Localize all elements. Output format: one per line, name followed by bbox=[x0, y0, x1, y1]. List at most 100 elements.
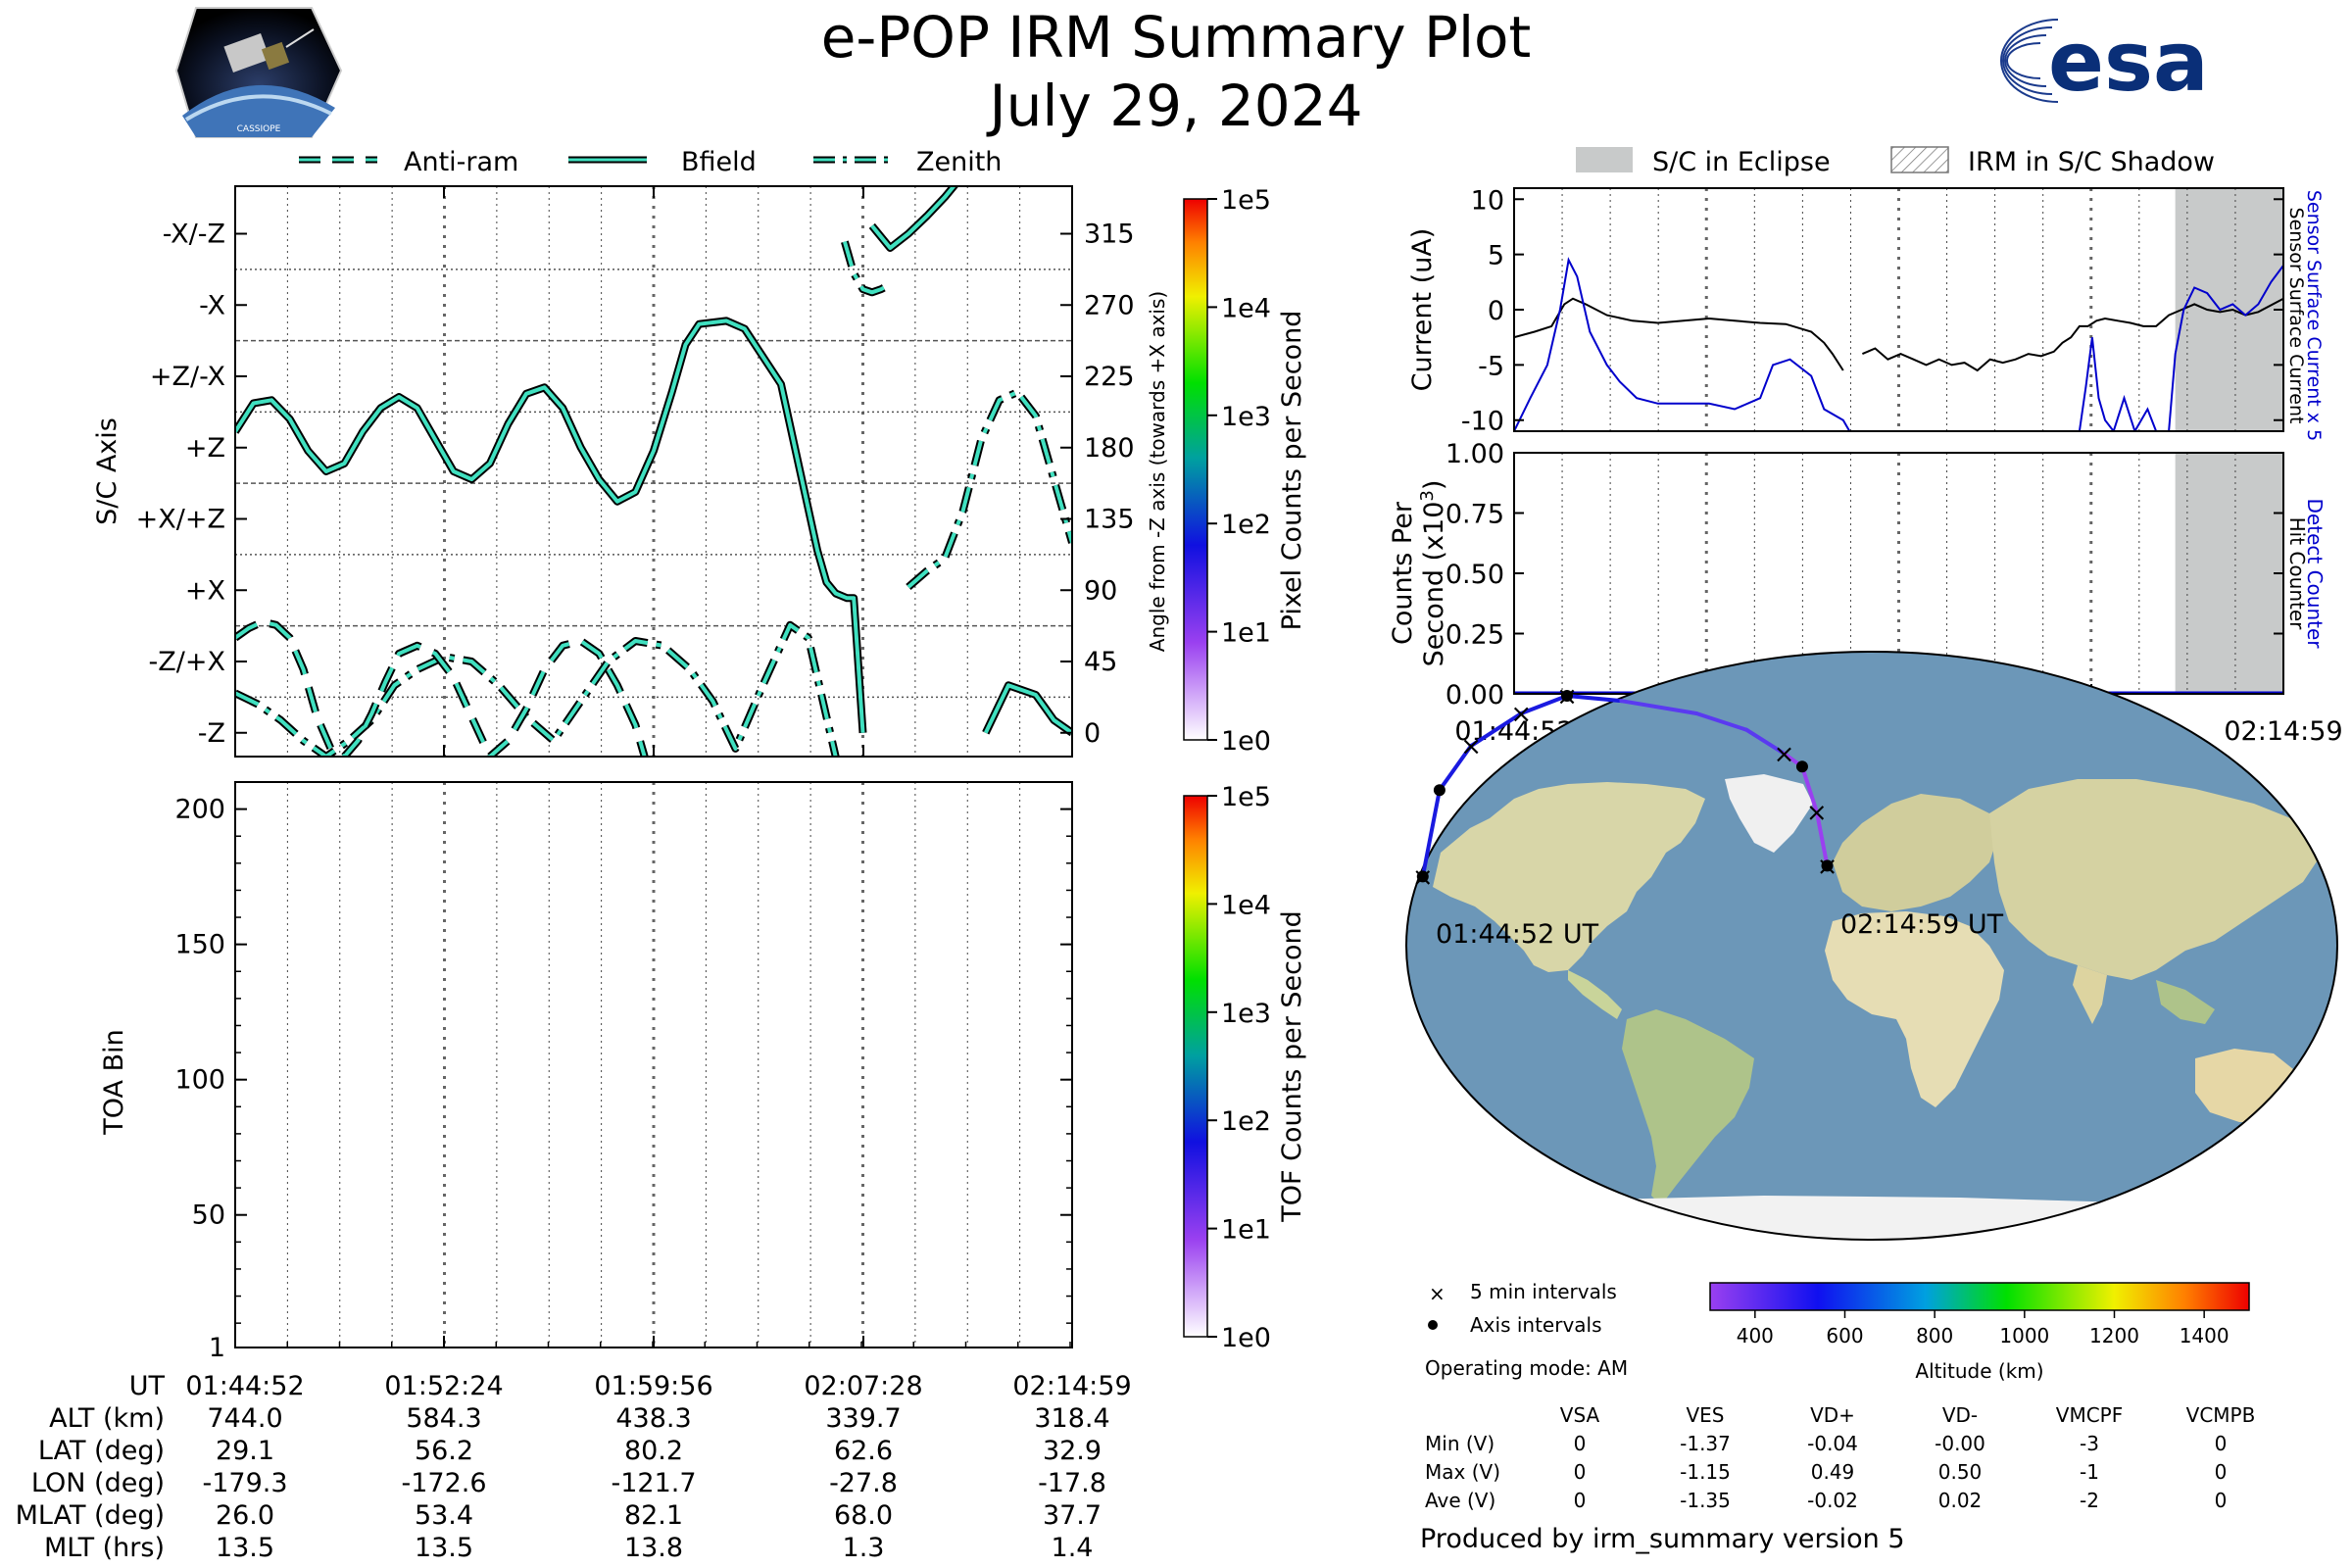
altitude-tick-label: 1200 bbox=[2089, 1324, 2139, 1348]
legend-label-anti-ram: Anti-ram bbox=[404, 147, 518, 177]
current-ylabel: Current (uA) bbox=[1407, 228, 1438, 392]
voltage-header: VCMPB bbox=[2186, 1403, 2256, 1427]
track-segment bbox=[1619, 699, 1699, 716]
voltage-row-label: Ave (V) bbox=[1425, 1489, 1495, 1512]
altitude-tick-label: 800 bbox=[1916, 1324, 1953, 1348]
current-traces bbox=[1514, 257, 2283, 431]
sc-axis-right-tick-label: 225 bbox=[1084, 362, 1135, 392]
five-min-marker: × bbox=[1510, 700, 1532, 729]
altitude-colorbar: 400 600 800 1000 1200 1400 Altitude (km) bbox=[1709, 1282, 2250, 1383]
voltage-cell: -0.00 bbox=[1935, 1432, 1985, 1455]
current-ticks: 10 5 0 -5 -10 bbox=[1461, 185, 2283, 437]
sc-axis-tick-label: -Z bbox=[198, 718, 225, 749]
ephemeris-cell: 01:52:24 bbox=[384, 1371, 503, 1401]
legend-five-min: 5 min intervals bbox=[1470, 1280, 1617, 1303]
ephemeris-cell: 1.3 bbox=[843, 1533, 885, 1563]
trace-anti-ram bbox=[235, 619, 647, 757]
counts-tick-label: 1.00 bbox=[1446, 439, 1504, 469]
voltage-cell: -1.37 bbox=[1680, 1432, 1731, 1455]
esa-logo: esa bbox=[2000, 14, 2209, 110]
toa-tick-label: 50 bbox=[192, 1200, 225, 1231]
toa-tick-label: 200 bbox=[174, 795, 225, 825]
colorbar-tick-label: 1e2 bbox=[1221, 1106, 1271, 1137]
tof-counts-colorbar: 1e0 1e1 1e2 1e3 1e4 1e5 TOF Counts per Second bbox=[1183, 782, 1307, 1353]
toa-gridlines bbox=[286, 782, 1021, 1348]
ephemeris-cell: 438.3 bbox=[615, 1403, 691, 1434]
voltage-cell: 0.50 bbox=[1938, 1460, 1983, 1484]
voltage-cell: 0 bbox=[1574, 1489, 1587, 1512]
colorbar-tick-label: 1e1 bbox=[1221, 1215, 1271, 1246]
ephemeris-cell: 62.6 bbox=[834, 1436, 893, 1466]
five-min-marker: × bbox=[1556, 682, 1578, 711]
legend-label-eclipse: S/C in Eclipse bbox=[1652, 147, 1831, 177]
voltage-cell: -1 bbox=[2080, 1460, 2099, 1484]
current-tick-label: -10 bbox=[1461, 407, 1504, 437]
eclipse-shading-counts bbox=[2175, 453, 2283, 694]
altitude-tick-label: 400 bbox=[1737, 1324, 1774, 1348]
sc-axis-right-tick-label: 90 bbox=[1084, 575, 1117, 606]
counts-right-label-hit: Hit Counter bbox=[2285, 517, 2309, 630]
ground-track-map: × × × × × × × 01:44:52 UT 02:14:59 UT bbox=[1405, 651, 2338, 1241]
figure-date: July 29, 2024 bbox=[986, 73, 1362, 139]
sc-axis-right-tick-label: 45 bbox=[1084, 647, 1117, 677]
colorbar-tick-label: 1e1 bbox=[1221, 618, 1271, 649]
sc-axis-tick-label: +X bbox=[185, 575, 225, 606]
five-min-marker: × bbox=[1817, 852, 1838, 881]
colorbar-tick-label: 1e0 bbox=[1221, 726, 1271, 757]
sc-axis-right-tick-label: 180 bbox=[1084, 433, 1135, 464]
ephemeris-cell: 13.8 bbox=[624, 1533, 683, 1563]
legend-label-bfield: Bfield bbox=[681, 147, 757, 177]
ephemeris-cell: -27.8 bbox=[829, 1468, 898, 1498]
voltage-cell: 0 bbox=[2215, 1460, 2228, 1484]
altitude-tick-label: 1400 bbox=[2180, 1324, 2230, 1348]
axis-interval-marker bbox=[1416, 870, 1429, 883]
track-end-label: 02:14:59 UT bbox=[1840, 909, 2004, 940]
cassiope-logo-text: CASSIOPE bbox=[237, 124, 281, 134]
current-trace bbox=[1514, 297, 2283, 372]
ephemeris-row-label: LAT (deg) bbox=[38, 1436, 165, 1466]
ephemeris-cell: 01:44:52 bbox=[185, 1371, 304, 1401]
counts-tick-label: 0.50 bbox=[1446, 560, 1504, 590]
cassiope-logo: CASSIOPE bbox=[174, 7, 343, 138]
pixel-counts-colorbar: 1e0 1e1 1e2 1e3 1e4 1e5 Pixel Counts per Seco… bbox=[1183, 185, 1307, 757]
current-legend: S/C in Eclipse IRM in S/C Shadow bbox=[1576, 146, 2215, 177]
operating-mode: Operating mode: AM bbox=[1425, 1356, 1628, 1380]
current-gridlines bbox=[1561, 188, 2236, 431]
toa-tick-label: 150 bbox=[174, 930, 225, 960]
axis-interval-marker bbox=[1795, 760, 1808, 773]
voltage-cell: 0 bbox=[1574, 1432, 1587, 1455]
ephemeris-cell: 26.0 bbox=[216, 1500, 274, 1531]
colorbar-tick-label: 1e4 bbox=[1221, 293, 1271, 323]
voltage-table: VSA VES VD+ VD- VMCPF VCMPB Min (V) 0 -1.37 -0.04… bbox=[1425, 1403, 2255, 1512]
track-segment bbox=[1564, 693, 1624, 704]
toa-tick-label: 100 bbox=[174, 1065, 225, 1096]
voltage-cell: 0 bbox=[1574, 1460, 1587, 1484]
footer-text: Produced by irm_summary version 5 bbox=[1420, 1524, 1905, 1554]
legend-label-zenith: Zenith bbox=[916, 147, 1002, 177]
current-right-label-x5: Sensor Surface Current x 5 bbox=[2303, 190, 2325, 441]
ephemeris-row-label: MLAT (deg) bbox=[16, 1500, 165, 1531]
voltage-cell: 0.49 bbox=[1811, 1460, 1855, 1484]
track-segment bbox=[1799, 764, 1819, 814]
ephemeris-cell: 53.4 bbox=[415, 1500, 473, 1531]
sc-axis-tick-label: -X bbox=[199, 290, 225, 320]
ephemeris-cell: 744.0 bbox=[207, 1403, 282, 1434]
counts-tick-label: 0.00 bbox=[1446, 680, 1504, 710]
legend-axis-intervals: Axis intervals bbox=[1470, 1313, 1602, 1337]
ephemeris-cell: 32.9 bbox=[1043, 1436, 1102, 1466]
sc-axis-tick-label: +X/+Z bbox=[136, 505, 225, 535]
colorbar-tick-label: 1e3 bbox=[1221, 402, 1271, 432]
counts-ylabel-line1: Counts Per bbox=[1388, 501, 1418, 645]
ephemeris-cell: 318.4 bbox=[1034, 1403, 1109, 1434]
ephemeris-cell: 82.1 bbox=[624, 1500, 683, 1531]
track-start-label: 01:44:52 UT bbox=[1436, 919, 1599, 950]
ephemeris-cell: 56.2 bbox=[415, 1436, 473, 1466]
voltage-row-label: Min (V) bbox=[1425, 1432, 1494, 1455]
sc-axis-right-tick-label: 0 bbox=[1084, 718, 1101, 749]
track-segment bbox=[1744, 727, 1787, 756]
counts-gridlines bbox=[1561, 453, 2236, 694]
esa-logo-text: esa bbox=[2048, 14, 2209, 110]
altitude-colorbar-label: Altitude (km) bbox=[1915, 1359, 2043, 1383]
ephemeris-cell: 80.2 bbox=[624, 1436, 683, 1466]
